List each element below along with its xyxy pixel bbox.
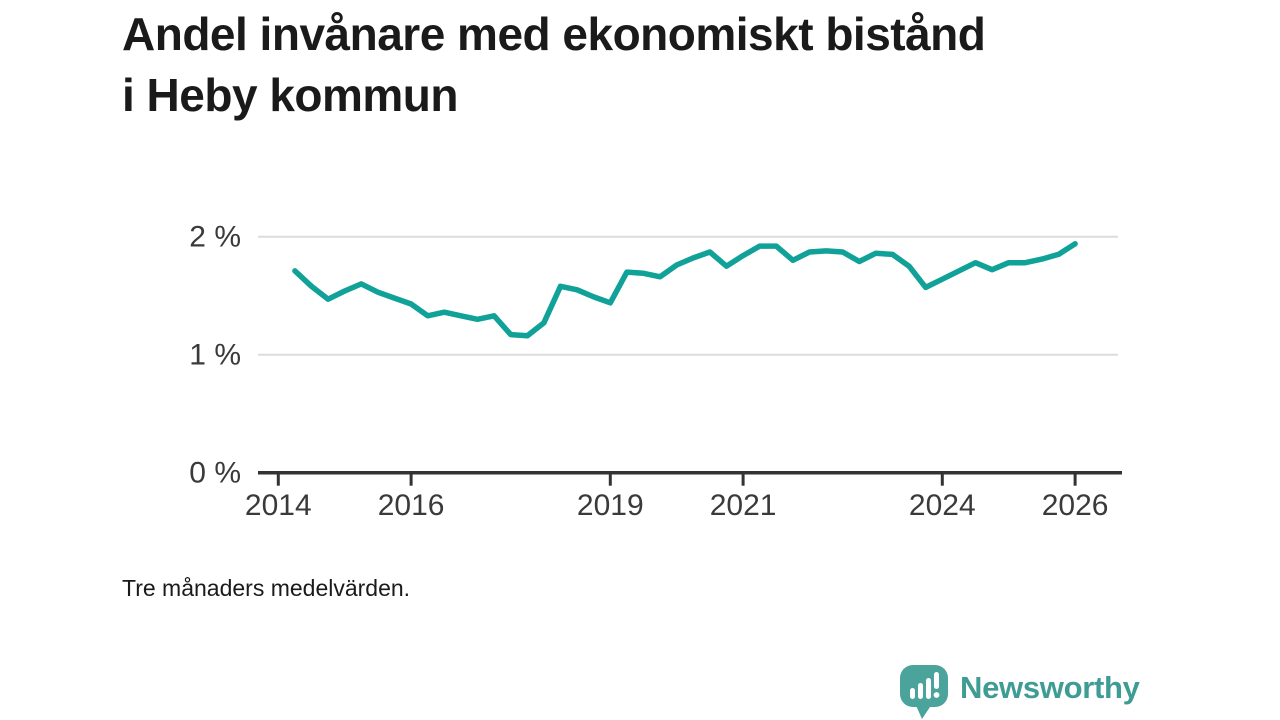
x-axis-tick-label: 2019 — [577, 489, 644, 522]
speech-bubble-shape — [900, 665, 948, 719]
y-axis-tick-label: 1 % — [189, 339, 241, 372]
chart-footnote: Tre månaders medelvärden. — [122, 575, 411, 601]
data-line-series — [292, 241, 1078, 339]
y-axis-tick-label: 0 % — [189, 457, 241, 490]
newsworthy-logo: Newsworthy — [898, 663, 1140, 719]
x-axis-tick-label: 2021 — [710, 489, 777, 522]
chart-title: Andel invånare med ekonomiskt bistånd i … — [122, 8, 986, 121]
bar-chart-glyph — [910, 672, 940, 699]
x-axis-tick-label: 2026 — [1042, 489, 1109, 522]
x-axis-tick-label: 2024 — [909, 489, 976, 522]
y-axis-tick-label: 2 % — [189, 221, 241, 254]
x-axis-tick-label: 2016 — [378, 489, 445, 522]
newsworthy-logo-text: Newsworthy — [960, 670, 1140, 705]
x-axis-tick-label: 2014 — [245, 489, 312, 522]
newsworthy-logo-icon — [900, 665, 948, 719]
